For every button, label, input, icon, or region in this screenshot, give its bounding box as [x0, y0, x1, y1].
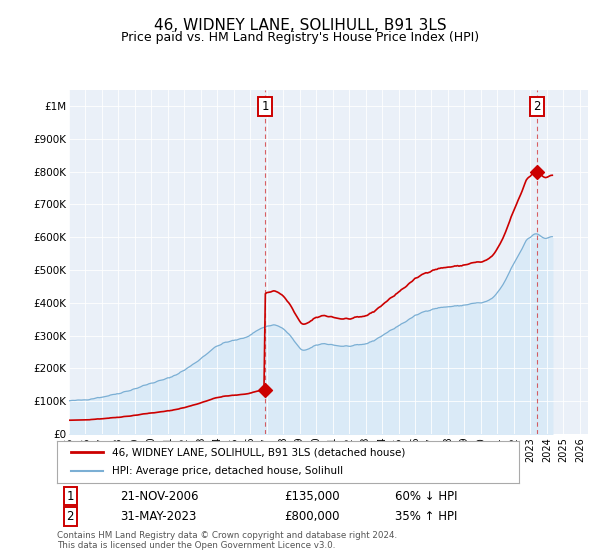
- Text: 46, WIDNEY LANE, SOLIHULL, B91 3LS (detached house): 46, WIDNEY LANE, SOLIHULL, B91 3LS (deta…: [112, 447, 406, 458]
- Point: [260, 385, 270, 394]
- Point: [532, 167, 542, 176]
- Text: HPI: Average price, detached house, Solihull: HPI: Average price, detached house, Soli…: [112, 466, 344, 476]
- Text: 1: 1: [67, 489, 74, 502]
- Text: 31-MAY-2023: 31-MAY-2023: [121, 510, 197, 523]
- Text: £800,000: £800,000: [284, 510, 340, 523]
- Text: 2: 2: [533, 100, 541, 113]
- Text: 21-NOV-2006: 21-NOV-2006: [121, 489, 199, 502]
- Text: £135,000: £135,000: [284, 489, 340, 502]
- Text: 1: 1: [261, 100, 269, 113]
- Text: Contains HM Land Registry data © Crown copyright and database right 2024.
This d: Contains HM Land Registry data © Crown c…: [57, 531, 397, 550]
- Text: 60% ↓ HPI: 60% ↓ HPI: [395, 489, 457, 502]
- Text: 35% ↑ HPI: 35% ↑ HPI: [395, 510, 457, 523]
- Text: 46, WIDNEY LANE, SOLIHULL, B91 3LS: 46, WIDNEY LANE, SOLIHULL, B91 3LS: [154, 18, 446, 33]
- Text: 2: 2: [67, 510, 74, 523]
- Text: Price paid vs. HM Land Registry's House Price Index (HPI): Price paid vs. HM Land Registry's House …: [121, 31, 479, 44]
